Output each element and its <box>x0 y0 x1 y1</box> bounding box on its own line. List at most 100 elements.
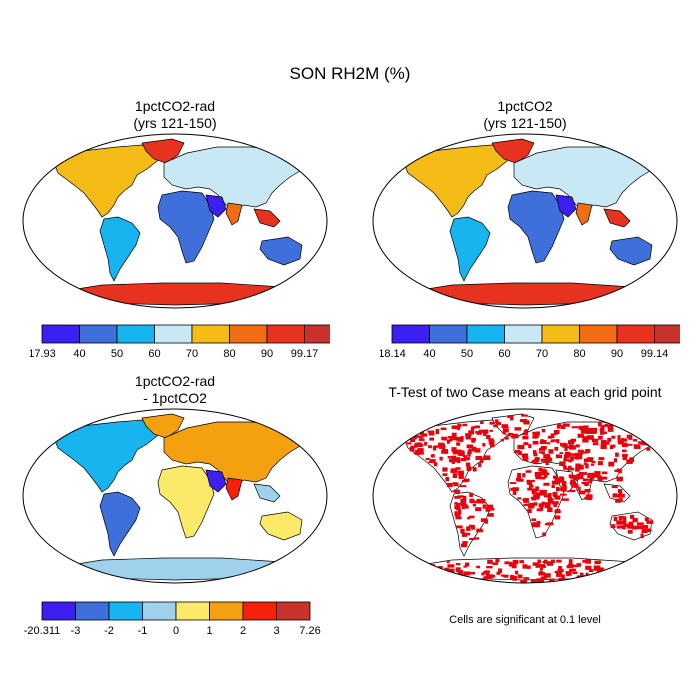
continent-arabia <box>555 194 577 218</box>
significant-cell <box>543 482 550 486</box>
significant-cell <box>435 428 440 432</box>
significant-cell <box>624 574 628 578</box>
panel-title-line2: - 1pctCO2 <box>143 390 207 406</box>
significant-cell <box>530 496 538 499</box>
panel-title-line1: T-Test of two Case means at each grid po… <box>388 384 662 400</box>
significant-cell <box>430 454 435 458</box>
significant-cell <box>646 520 654 524</box>
significant-cell <box>409 446 415 452</box>
significant-cell <box>449 436 456 441</box>
significant-cell <box>514 434 519 439</box>
significant-cell <box>610 524 616 529</box>
significant-cell <box>575 463 581 468</box>
colorbar-tick-label: 17.93 <box>30 348 56 360</box>
significant-cell <box>488 440 495 445</box>
significant-cell <box>416 442 422 448</box>
significant-cell <box>546 442 551 445</box>
colorbar-tick-label: 80 <box>223 348 235 360</box>
significant-cell <box>636 525 644 530</box>
significant-cell <box>550 440 555 443</box>
significant-cell <box>628 521 634 527</box>
significant-cell <box>468 571 475 575</box>
significant-cell <box>540 439 544 442</box>
significant-cell <box>471 438 477 441</box>
significant-cell <box>576 563 582 567</box>
significant-cell <box>560 424 566 429</box>
significant-cell <box>475 507 482 512</box>
significant-cell <box>581 481 587 485</box>
significant-cell <box>467 516 471 520</box>
significant-cell <box>547 497 552 500</box>
figure-title: SON RH2M (%) <box>289 64 411 83</box>
significant-cell <box>454 458 461 461</box>
colorbar-box <box>229 324 268 344</box>
significant-cell <box>649 437 656 443</box>
significant-cell <box>446 440 450 444</box>
significant-cell <box>618 564 623 568</box>
significant-cell <box>511 436 517 439</box>
colorbar-box <box>242 601 277 621</box>
colorbar-tick-label: 60 <box>498 348 510 360</box>
significant-cell <box>602 441 610 445</box>
significant-cell <box>456 442 461 446</box>
significant-cell <box>583 462 587 465</box>
significant-cell <box>469 515 475 519</box>
significant-cell <box>585 565 592 570</box>
significant-cell <box>421 567 429 571</box>
significant-cell <box>517 450 522 456</box>
significant-cell <box>512 559 519 565</box>
colorbar-bottom-left: -20.311 -3 -2 -1 0 1 2 3 7.26 <box>24 601 321 637</box>
significant-cell <box>457 570 463 575</box>
significant-cell <box>485 570 490 575</box>
significant-cell <box>569 568 573 573</box>
significant-cell <box>543 559 548 564</box>
significant-cell <box>490 444 495 448</box>
significant-cell <box>597 475 602 480</box>
significant-cell <box>487 513 494 517</box>
significant-cell <box>563 485 567 491</box>
significant-cell <box>418 436 424 439</box>
significant-cell <box>523 503 529 507</box>
significant-cell <box>601 471 608 475</box>
colorbar-tick-label: 40 <box>423 348 435 360</box>
significant-cell <box>480 518 488 522</box>
significant-cell <box>615 575 620 579</box>
continent-arabia <box>205 469 227 493</box>
colorbar-top-right: 18.14 40 50 60 70 80 90 99.14 <box>380 324 680 360</box>
significant-cell <box>590 463 595 466</box>
significant-cell <box>579 451 584 455</box>
map-frame <box>22 133 328 309</box>
significant-cell <box>476 528 483 533</box>
significant-cell <box>633 444 641 449</box>
significant-cell <box>519 560 525 564</box>
significant-cell <box>551 439 559 442</box>
significant-cell <box>445 476 450 482</box>
significant-cell <box>514 449 521 454</box>
significant-cell <box>617 489 623 493</box>
significant-cell <box>446 439 453 442</box>
significant-cell <box>459 485 467 488</box>
panel-title-line1: 1pctCO2-rad <box>134 98 216 114</box>
significant-cell <box>560 493 567 496</box>
significant-cell <box>451 447 457 452</box>
significant-cell <box>566 572 570 577</box>
significant-cell <box>462 495 467 501</box>
significant-cell <box>481 572 485 576</box>
significant-cell <box>543 473 548 478</box>
colorbar-tick-label: 40 <box>73 348 85 360</box>
significant-cell <box>553 475 558 479</box>
significant-cell <box>512 490 517 495</box>
colorbar-tick-label: 0 <box>173 625 179 637</box>
significant-cell <box>591 427 598 432</box>
significant-cell <box>646 437 653 441</box>
significant-cell <box>461 505 465 510</box>
panel-title-line2: (yrs 121-150) <box>483 115 567 131</box>
significant-cell <box>598 422 602 427</box>
significant-cell <box>544 472 550 476</box>
significant-cell <box>582 451 588 454</box>
significant-cell <box>543 573 551 578</box>
colorbar-box <box>79 324 118 344</box>
significant-cell <box>648 570 654 575</box>
colorbar-box <box>466 324 505 344</box>
significant-cell <box>438 442 445 448</box>
